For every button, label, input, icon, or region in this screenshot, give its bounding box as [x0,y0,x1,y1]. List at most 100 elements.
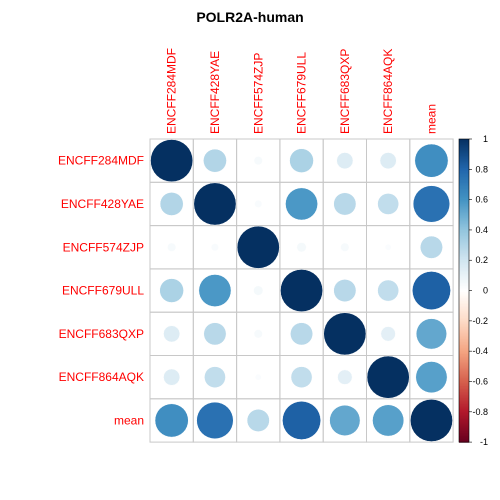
corr-circle [366,355,410,399]
colorbar-segment [459,408,469,411]
colorbar-segment [459,355,469,358]
colorbar-segment [459,417,469,420]
corr-circle [377,193,399,215]
colorbar-tick-label: -0.4 [472,346,488,356]
colorbar-segment [459,231,469,234]
colorbar-tick-label: -0.8 [472,407,488,417]
colorbar-segment [459,245,469,248]
colorbar-segment [459,246,469,249]
corr-circle [384,244,392,251]
colorbar-segment [459,345,469,348]
corr-circle [254,200,263,208]
colorbar-segment [459,270,469,273]
colorbar-segment [459,198,469,201]
colorbar-segment [459,332,469,336]
colorbar-segment [459,249,469,252]
colorbar-segment [459,257,469,260]
corr-circle [333,279,357,302]
colorbar-segment [459,237,469,240]
colorbar-segment [459,190,469,193]
colorbar-segment [459,370,469,373]
colorbar-segment [459,239,469,242]
colorbar-segment [459,413,469,416]
colorbar-segment [459,346,469,349]
colorbar-segment [459,225,469,228]
colorbar-segment [459,348,469,351]
colorbar-segment [459,373,469,377]
corr-circle [290,322,313,346]
colorbar-segment [459,296,469,299]
colorbar-segment [459,276,469,280]
colorbar-segment [459,343,469,346]
corr-circle [246,409,270,432]
colorbar-segment [459,176,469,180]
colorbar-segment [459,146,469,149]
colorbar-segment [459,255,469,258]
corr-circle [336,152,354,170]
colorbar-segment [459,358,469,361]
colorbar-segment [459,229,469,233]
colorbar-segment [459,234,469,237]
colorbar-segment [459,155,469,158]
colorbar-segment [459,208,469,211]
colorbar-segment [459,352,469,355]
corr-circle [415,361,448,394]
colorbar-segment [459,169,469,172]
colorbar-segment [459,392,469,395]
colorbar-segment [459,436,469,439]
colorbar-segment [459,278,469,281]
colorbar-segment [459,220,469,223]
colorbar-segment [459,264,469,267]
corr-circle [289,148,314,173]
colorbar-segment [459,195,469,198]
corr-circle [198,274,232,307]
colorbar-segment [459,429,469,433]
corr-circle [253,285,264,296]
colorbar-segment [459,425,469,428]
corr-circle [323,312,367,356]
colorbar-segment [459,351,469,354]
colorbar-segment [459,420,469,423]
corr-circle [280,269,323,312]
colorbar-segment [459,366,469,369]
colorbar-segment [459,142,469,145]
colorbar-segment [459,354,469,357]
colorbar-segment [459,431,469,434]
colorbar-segment [459,381,469,384]
colorbar-segment [459,340,469,343]
colorbar-segment [459,364,469,367]
colorbar-segment [459,282,469,286]
column-label: ENCFF683QXP [338,49,352,134]
colorbar-segment [459,181,469,184]
colorbar-segment [459,323,469,327]
colorbar-segment [459,308,469,311]
colorbar-segment [459,267,469,270]
colorbar-segment [459,428,469,431]
colorbar-segment [459,269,469,272]
colorbar-segment [459,184,469,187]
row-label: ENCFF683QXP [59,327,144,341]
colorbar-segment [459,339,469,342]
colorbar-segment [459,287,469,290]
colorbar-segment [459,407,469,410]
colorbar-segment [459,173,469,176]
column-label: ENCFF284MDF [165,48,179,134]
corr-circle [193,182,237,226]
corr-circle [296,242,307,253]
colorbar-segment [459,175,469,178]
colorbar-segment [459,260,469,263]
colorbar-segment [459,382,469,386]
colorbar-segment [459,204,469,207]
colorbar-segment [459,160,469,163]
colorbar-segment [459,426,469,430]
colorbar-tick-label: 0.4 [475,225,488,235]
colorbar-segment [459,337,469,340]
colorbar-tick-label: 0.6 [475,195,488,205]
colorbar-segment [459,272,469,275]
colorbar-segment [459,402,469,405]
colorbar-segment [459,325,469,328]
colorbar-segment [459,157,469,160]
colorbar-segment [459,376,469,380]
colorbar-tick-label: -0.2 [472,316,488,326]
colorbar-segment [459,398,469,401]
